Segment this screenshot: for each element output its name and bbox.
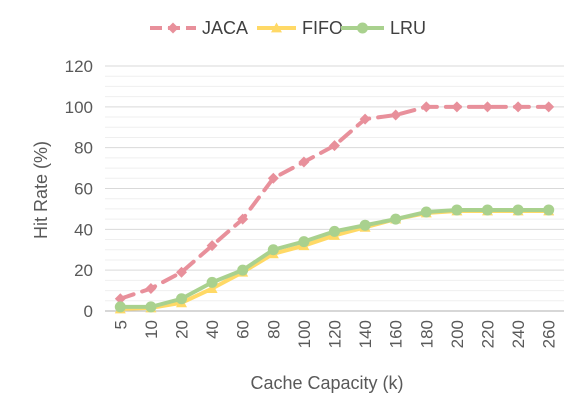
legend-item-jaca: JACA: [150, 18, 248, 38]
data-point-fifo: [206, 283, 218, 293]
data-point-jaca: [451, 101, 463, 113]
y-axis-title: Hit Rate (%): [31, 141, 51, 239]
data-point-jaca: [298, 156, 310, 168]
data-point-jaca: [512, 101, 524, 113]
data-point-jaca: [482, 101, 493, 113]
legend: JACA FIFO LRU: [150, 18, 426, 38]
data-point-lru: [237, 264, 249, 276]
series-layer: [114, 101, 555, 314]
data-point-jaca: [543, 101, 555, 113]
legend-swatch-marker: [271, 22, 282, 33]
data-point-lru: [543, 204, 555, 216]
data-point-jaca: [420, 101, 432, 113]
data-point-jaca: [237, 213, 249, 225]
data-point-jaca: [145, 283, 157, 295]
legend-item-lru: LRU: [341, 18, 426, 38]
data-point-jaca: [206, 240, 218, 252]
x-tick-label: 120: [326, 320, 345, 348]
data-point-jaca: [176, 266, 187, 278]
x-tick-label: 240: [509, 320, 528, 348]
data-point-lru: [298, 236, 310, 248]
y-axis-ticks: 0 20 40 60 80 100 120: [65, 57, 93, 321]
x-tick-label: 200: [448, 320, 467, 348]
data-point-jaca: [267, 172, 279, 184]
legend-swatch-marker: [357, 22, 368, 34]
x-tick-label: 220: [479, 320, 498, 348]
data-point-jaca: [390, 109, 402, 121]
y-tick-label: 20: [74, 261, 93, 280]
x-tick-label: 80: [264, 320, 283, 339]
legend-label: LRU: [390, 18, 426, 38]
data-point-lru: [359, 219, 371, 231]
legend-label: FIFO: [302, 18, 343, 38]
x-tick-label: 20: [173, 320, 192, 339]
data-point-lru: [390, 213, 402, 225]
data-point-lru: [329, 225, 340, 237]
series-jaca: [114, 101, 555, 305]
legend-swatch-marker: [167, 22, 179, 34]
data-point-lru: [420, 206, 432, 218]
y-tick-label: 40: [74, 220, 93, 239]
y-tick-label: 120: [65, 57, 93, 76]
y-tick-label: 80: [74, 139, 93, 158]
data-point-jaca: [114, 293, 126, 305]
x-tick-label: 140: [356, 320, 375, 348]
x-tick-label: 160: [387, 320, 406, 348]
data-point-lru: [145, 301, 157, 313]
data-point-lru: [176, 293, 187, 305]
data-point-jaca: [359, 113, 371, 125]
x-tick-label: 100: [295, 320, 314, 348]
data-point-lru: [482, 204, 493, 216]
data-point-lru: [206, 276, 218, 288]
series-lru: [114, 204, 555, 313]
gridlines: [105, 65, 564, 302]
data-point-lru: [267, 244, 279, 256]
x-axis-title: Cache Capacity (k): [250, 373, 403, 393]
x-tick-label: 260: [540, 320, 559, 348]
y-tick-label: 60: [74, 180, 93, 199]
x-tick-label: 180: [417, 320, 436, 348]
data-point-lru: [451, 204, 463, 216]
data-point-jaca: [329, 140, 340, 152]
x-tick-label: 60: [234, 320, 253, 339]
x-tick-label: 40: [203, 320, 222, 339]
data-point-lru: [114, 301, 126, 313]
x-tick-label: 5: [111, 320, 130, 329]
series-line-lru: [118, 207, 551, 309]
y-tick-label: 100: [65, 98, 93, 117]
data-point-lru: [512, 204, 524, 216]
x-tick-label: 10: [142, 320, 161, 339]
legend-label: JACA: [202, 18, 248, 38]
x-axis-ticks: 5 10 20 40 60 80 100 120 140 160 180 200 220 240 260: [111, 320, 558, 348]
y-tick-label: 0: [84, 302, 93, 321]
legend-item-fifo: FIFO: [257, 18, 343, 38]
